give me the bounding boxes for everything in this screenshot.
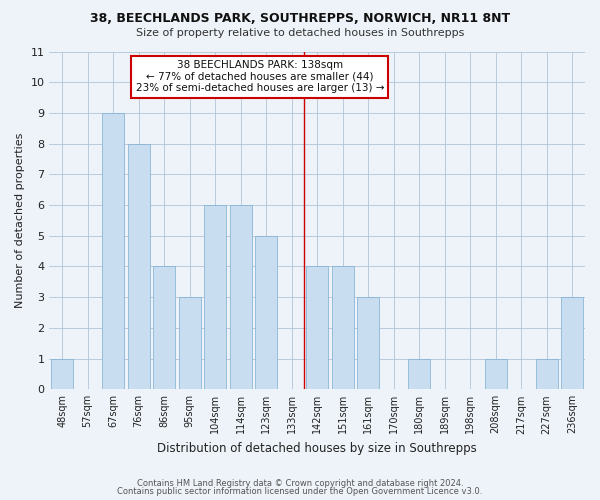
Text: 38, BEECHLANDS PARK, SOUTHREPPS, NORWICH, NR11 8NT: 38, BEECHLANDS PARK, SOUTHREPPS, NORWICH… [90,12,510,26]
Text: Size of property relative to detached houses in Southrepps: Size of property relative to detached ho… [136,28,464,38]
Bar [103,113,124,390]
Bar [307,266,328,390]
Bar [409,358,430,390]
Bar [485,358,506,390]
Bar [154,266,175,390]
Bar [52,358,73,390]
Bar [358,297,379,390]
Y-axis label: Number of detached properties: Number of detached properties [15,132,25,308]
X-axis label: Distribution of detached houses by size in Southrepps: Distribution of detached houses by size … [157,442,477,455]
Bar [128,144,149,390]
Bar [562,297,583,390]
Bar [536,358,557,390]
Text: Contains HM Land Registry data © Crown copyright and database right 2024.: Contains HM Land Registry data © Crown c… [137,478,463,488]
Text: 38 BEECHLANDS PARK: 138sqm
← 77% of detached houses are smaller (44)
23% of semi: 38 BEECHLANDS PARK: 138sqm ← 77% of deta… [136,60,384,94]
Bar [332,266,353,390]
Bar [230,205,251,390]
Text: Contains public sector information licensed under the Open Government Licence v3: Contains public sector information licen… [118,487,482,496]
Bar [205,205,226,390]
Bar [256,236,277,390]
Bar [179,297,200,390]
